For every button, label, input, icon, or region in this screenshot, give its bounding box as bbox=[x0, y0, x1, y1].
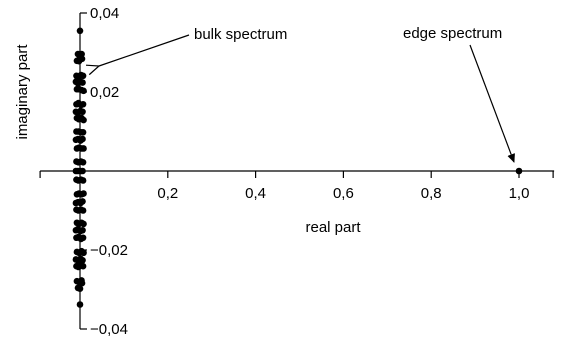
data-point bbox=[79, 135, 86, 143]
data-point bbox=[78, 55, 86, 63]
edge-spectrum-label: edge spectrum bbox=[403, 25, 502, 42]
data-point bbox=[80, 87, 87, 95]
data-point bbox=[79, 100, 87, 108]
bulk-spectrum-arrow bbox=[99, 34, 190, 66]
y-tick-label: 0,02 bbox=[90, 84, 119, 101]
data-point bbox=[79, 72, 87, 80]
data-point bbox=[515, 167, 523, 175]
y-axis-label: imaginary part bbox=[14, 44, 31, 140]
data-point bbox=[80, 220, 87, 228]
axes bbox=[40, 13, 555, 329]
data-point bbox=[76, 285, 84, 293]
data-point bbox=[80, 116, 87, 124]
data-point bbox=[79, 177, 87, 184]
data-point bbox=[80, 249, 87, 257]
bulk-spectrum-label: bulk spectrum bbox=[194, 26, 287, 43]
data-points bbox=[72, 27, 523, 308]
edge-spectrum-arrow bbox=[469, 44, 515, 163]
y-tick-label: 0,04 bbox=[90, 5, 119, 22]
data-point bbox=[79, 108, 86, 116]
data-point bbox=[79, 262, 87, 270]
x-tick-label: 0,8 bbox=[421, 185, 442, 202]
data-point bbox=[79, 167, 86, 175]
data-point bbox=[79, 256, 86, 264]
x-tick-label: 1,0 bbox=[509, 185, 530, 202]
data-point bbox=[79, 128, 87, 136]
data-point bbox=[76, 27, 84, 35]
x-axis-label: real part bbox=[305, 219, 361, 236]
data-point bbox=[79, 226, 86, 234]
data-point bbox=[79, 198, 86, 205]
data-point bbox=[79, 234, 87, 242]
edge-spectrum-annotation: edge spectrum bbox=[403, 25, 515, 163]
data-point bbox=[79, 79, 86, 86]
data-point bbox=[80, 190, 87, 197]
tick-labels: 0,2 0,4 0,6 0,8 1,0 0,04 0,02 −0,02 −0,04 bbox=[90, 5, 529, 338]
x-tick-label: 0,2 bbox=[157, 185, 178, 202]
x-tick-label: 0,6 bbox=[333, 185, 354, 202]
data-point bbox=[76, 301, 84, 308]
data-point bbox=[78, 279, 86, 287]
y-tick-label: −0,04 bbox=[90, 321, 128, 338]
data-point bbox=[80, 145, 87, 152]
data-point bbox=[79, 159, 87, 166]
bulk-spectrum-annotation: bulk spectrum bbox=[99, 26, 287, 66]
y-tick-label: −0,02 bbox=[90, 242, 128, 259]
data-point bbox=[79, 207, 87, 214]
x-tick-label: 0,4 bbox=[245, 185, 266, 202]
